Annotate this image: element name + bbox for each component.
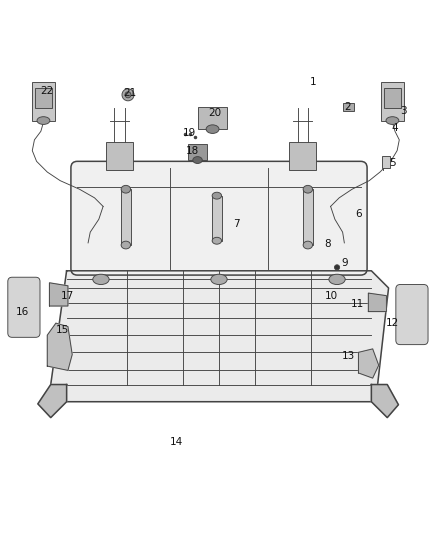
Text: 6: 6 [355,209,362,219]
Ellipse shape [329,274,345,285]
FancyBboxPatch shape [71,161,367,275]
Ellipse shape [121,241,131,249]
Ellipse shape [335,265,339,270]
Text: 5: 5 [389,158,396,167]
Bar [212,196,222,241]
Text: 17: 17 [61,290,74,301]
Bar [188,144,207,160]
Text: 3: 3 [400,106,407,116]
Bar [382,156,390,168]
Polygon shape [368,293,386,312]
Text: 14: 14 [170,437,183,447]
Ellipse shape [93,274,109,285]
Bar [384,88,401,108]
Text: 15: 15 [56,325,69,335]
Polygon shape [51,271,389,402]
Ellipse shape [212,192,222,199]
Text: 20: 20 [208,108,221,118]
Bar [121,189,131,245]
Text: 21: 21 [123,87,136,98]
Ellipse shape [193,157,202,164]
Bar [106,142,133,170]
Polygon shape [49,283,68,306]
Bar [303,189,313,245]
Ellipse shape [303,185,313,193]
Bar [32,82,55,120]
Text: 22: 22 [40,86,53,96]
Text: 10: 10 [325,290,338,301]
Text: 11: 11 [350,299,364,309]
Polygon shape [358,349,379,378]
Bar [381,82,403,120]
Text: 8: 8 [324,239,331,249]
Ellipse shape [303,241,313,249]
Ellipse shape [211,274,227,285]
Text: 18: 18 [186,147,199,157]
Polygon shape [38,384,67,417]
Text: 2: 2 [344,102,351,112]
Ellipse shape [386,117,399,124]
Polygon shape [371,384,399,417]
Ellipse shape [212,237,222,244]
Bar [289,142,316,170]
Text: 13: 13 [342,351,355,361]
Text: 16: 16 [16,306,29,317]
Ellipse shape [122,89,134,101]
Text: 12: 12 [386,318,399,328]
Text: 1: 1 [310,77,317,87]
Ellipse shape [37,117,50,124]
FancyBboxPatch shape [8,277,40,337]
Ellipse shape [125,92,131,98]
Bar [343,102,354,111]
Text: 4: 4 [392,123,398,133]
Text: 19: 19 [183,128,196,139]
Text: 9: 9 [341,258,348,268]
Polygon shape [47,323,72,370]
FancyBboxPatch shape [396,285,428,345]
Ellipse shape [121,185,131,193]
Ellipse shape [206,125,219,133]
Bar [35,88,52,108]
Bar [198,107,227,129]
Text: 7: 7 [233,220,240,229]
